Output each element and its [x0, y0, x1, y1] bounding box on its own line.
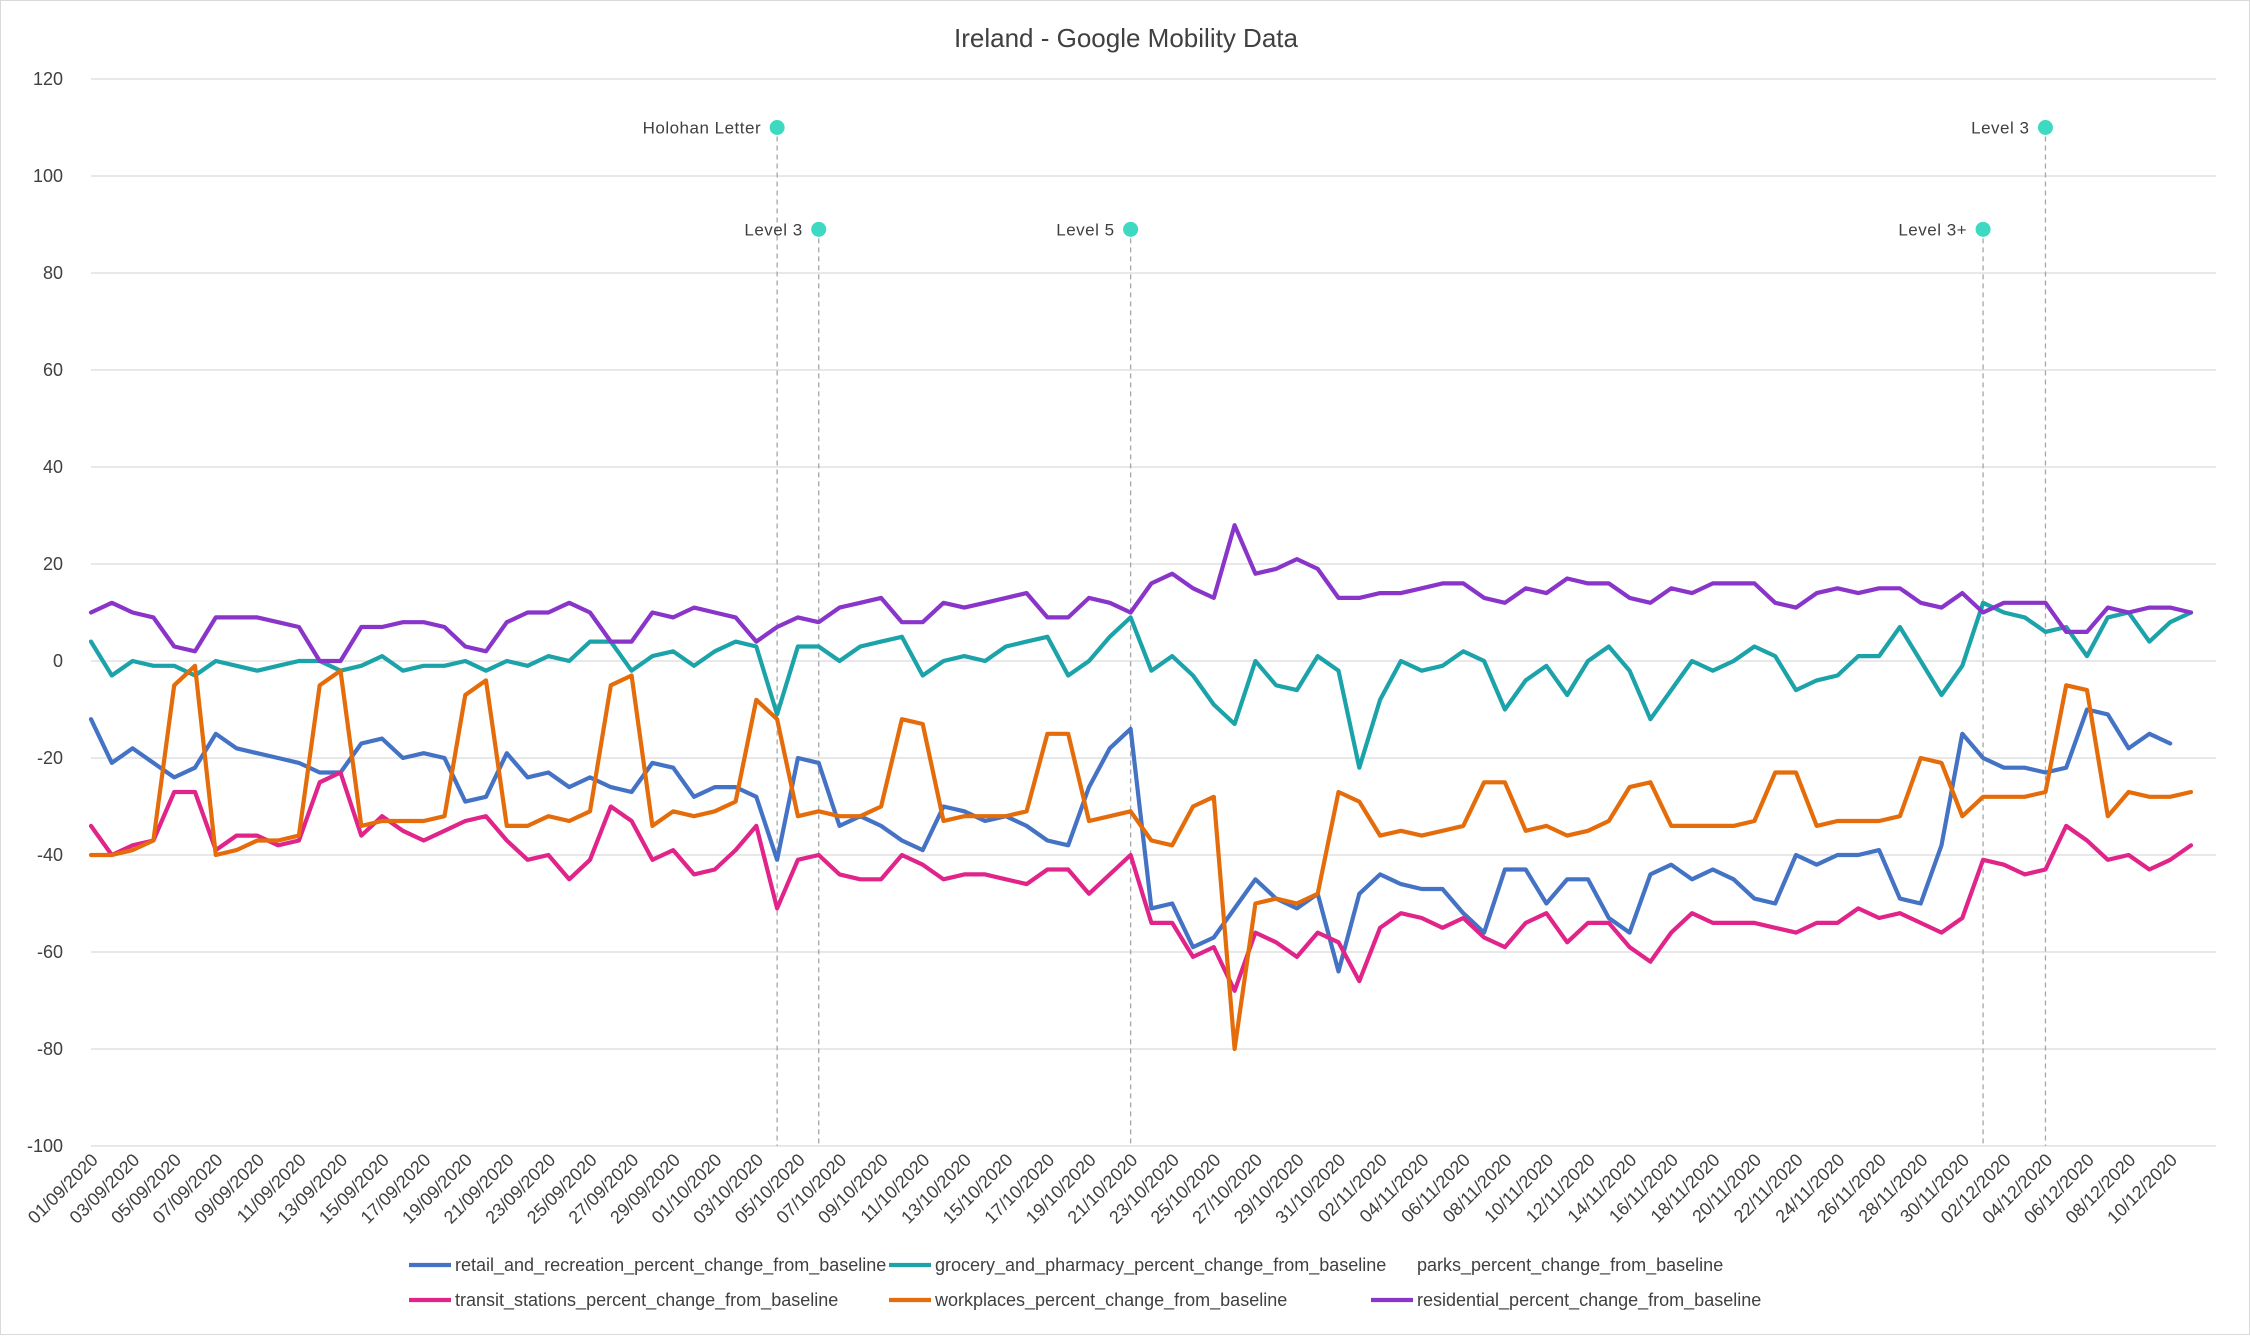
series-lines	[88, 523, 2194, 1052]
annotation-label: Level 5	[1056, 220, 1114, 239]
legend-entry: grocery_and_pharmacy_percent_change_from…	[935, 1255, 1386, 1276]
y-tick-label: 60	[43, 360, 63, 380]
y-tick-label: -100	[27, 1136, 63, 1156]
legend-entry: residential_percent_change_from_baseline	[1417, 1290, 1761, 1311]
series-line-grocery	[88, 600, 2194, 770]
y-tick-label: 0	[53, 651, 63, 671]
annotation-vertical-lines	[776, 127, 2047, 1146]
y-tick-label: 20	[43, 554, 63, 574]
chart-title: Ireland - Google Mobility Data	[954, 23, 1298, 53]
x-axis-ticks: 01/09/202003/09/202005/09/202007/09/2020…	[24, 1150, 2181, 1228]
legend: retail_and_recreation_percent_change_fro…	[409, 1255, 1761, 1311]
legend-entry: workplaces_percent_change_from_baseline	[934, 1290, 1287, 1311]
y-tick-label: 100	[33, 166, 63, 186]
annotation-label: Holohan Letter	[643, 119, 762, 138]
annotation-marker	[1123, 221, 1139, 237]
y-tick-label: 40	[43, 457, 63, 477]
annotation-label: Level 3	[744, 220, 802, 239]
annotation-label: Level 3	[1971, 119, 2029, 138]
y-tick-label: -80	[37, 1039, 63, 1059]
y-tick-label: 80	[43, 263, 63, 283]
series-line-workplaces	[88, 663, 2194, 1052]
annotations: Holohan Letter Level 3 Level 5 Level 3+ Leve…	[643, 119, 2053, 239]
annotation-marker	[1975, 221, 1991, 237]
annotation-marker	[2037, 120, 2053, 135]
annotation-marker	[811, 221, 827, 237]
y-axis-ticks: -100 -80 -60 -40 -20 0 20 40 60 80 100 120	[27, 69, 63, 1156]
series-line-residential	[88, 523, 2194, 664]
legend-entry: retail_and_recreation_percent_change_fro…	[455, 1255, 886, 1276]
annotation-label: Level 3+	[1898, 220, 1967, 239]
series-line-transit	[88, 770, 2194, 993]
y-tick-label: -60	[37, 942, 63, 962]
legend-entry: parks_percent_change_from_baseline	[1417, 1255, 1723, 1276]
annotation-marker	[769, 120, 785, 135]
y-tick-label: 120	[33, 69, 63, 89]
y-tick-label: -20	[37, 748, 63, 768]
legend-entry: transit_stations_percent_change_from_bas…	[455, 1290, 838, 1311]
y-tick-label: -40	[37, 845, 63, 865]
series-line-retail	[88, 707, 2173, 974]
gridlines	[91, 78, 2216, 1147]
